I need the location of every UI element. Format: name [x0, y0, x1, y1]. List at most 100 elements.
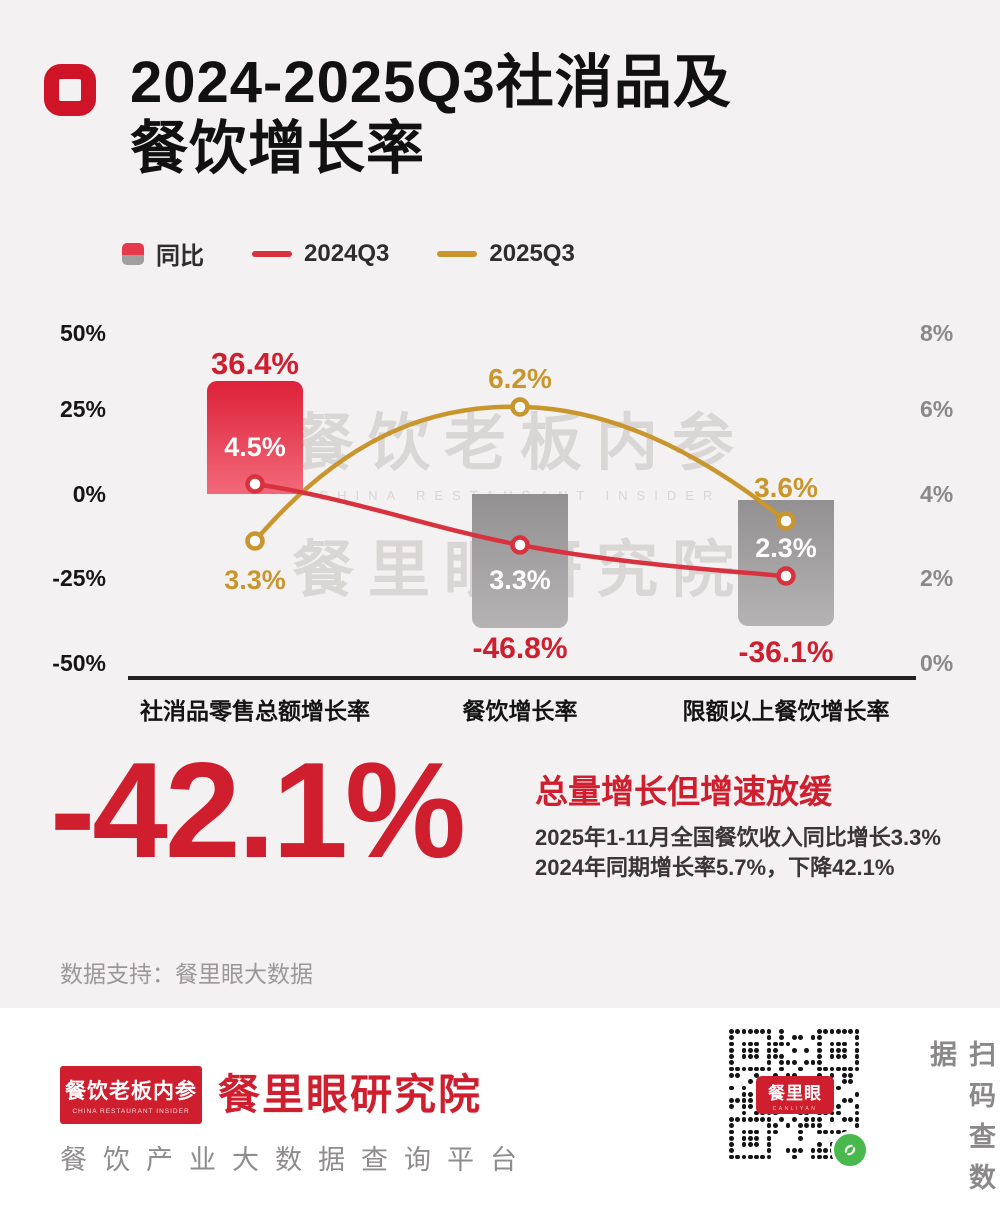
qr-dot	[791, 1035, 797, 1041]
qr-dot	[747, 1047, 753, 1053]
qr-dot	[754, 1110, 759, 1116]
qr-dot	[754, 1029, 759, 1034]
qr-dot	[747, 1135, 753, 1141]
publisher-logo-title: 餐饮老板内参	[65, 1080, 197, 1103]
qr-dot	[835, 1047, 841, 1053]
qr-dot	[804, 1117, 810, 1122]
qr-dot	[741, 1047, 747, 1053]
qr-dot	[817, 1041, 822, 1047]
qr-dot	[760, 1117, 766, 1122]
qr-dot	[766, 1029, 772, 1034]
qr-dot	[773, 1129, 778, 1135]
qr-dot	[842, 1079, 847, 1085]
qr-dot	[754, 1142, 759, 1147]
qr-dot	[829, 1054, 835, 1059]
qr-dot	[835, 1110, 841, 1116]
qr-dot	[829, 1117, 835, 1122]
qr-dot	[842, 1054, 847, 1059]
qr-dot	[741, 1098, 747, 1103]
qr-dot	[810, 1117, 816, 1122]
footer-tagline: 餐饮产业大数据查询平台	[60, 1145, 533, 1175]
qr-dot	[741, 1041, 747, 1047]
qr-dot	[741, 1142, 747, 1147]
left-axis-tick: -50%	[52, 650, 106, 676]
page-title-line2: 餐饮增长率	[130, 116, 426, 182]
qr-dot	[829, 1066, 835, 1072]
qr-dot	[835, 1104, 841, 1110]
qr-dot	[729, 1129, 734, 1135]
qr-dot	[798, 1148, 803, 1154]
qr-dot	[747, 1091, 753, 1097]
qr-dot	[823, 1066, 829, 1072]
data-source-note: 数据支持：餐里眼大数据	[60, 961, 313, 987]
qr-dot	[817, 1142, 822, 1147]
qr-dot	[835, 1085, 841, 1091]
qr-dot	[729, 1104, 734, 1110]
qr-dot	[754, 1041, 759, 1047]
qr-dot	[848, 1029, 854, 1034]
big-decline-number: -42.1%	[50, 734, 466, 886]
legend-label-2024q3: 2024Q3	[304, 239, 390, 267]
qr-dot	[804, 1060, 810, 1066]
qr-dot	[823, 1029, 829, 1034]
qr-dot	[848, 1066, 854, 1072]
qr-dot	[854, 1029, 860, 1034]
red-line-value-label: 3.3%	[489, 565, 551, 595]
qr-dot	[747, 1041, 753, 1047]
qr-dot	[741, 1154, 747, 1160]
qr-dot	[729, 1123, 734, 1129]
right-axis-tick: 4%	[920, 481, 954, 507]
qr-dot	[779, 1060, 785, 1066]
qr-dot	[842, 1029, 847, 1034]
qr-dot	[735, 1098, 741, 1103]
qr-dot	[773, 1041, 778, 1047]
qr-dot	[835, 1129, 841, 1135]
qr-dot	[766, 1035, 772, 1041]
qr-dot	[842, 1117, 847, 1122]
qr-dot	[766, 1135, 772, 1141]
gold-line-value-label: 6.2%	[488, 363, 552, 394]
qr-dot	[735, 1029, 741, 1034]
qr-dot	[729, 1041, 734, 1047]
chart-legend: 同比 2024Q3 2025Q3	[122, 236, 575, 271]
qr-dot	[754, 1047, 759, 1053]
qr-dot	[817, 1066, 822, 1072]
qr-dot	[854, 1035, 860, 1041]
qr-dot	[754, 1135, 759, 1141]
qr-dot	[817, 1060, 822, 1066]
right-axis-tick: 6%	[920, 396, 954, 422]
qr-dot	[779, 1066, 785, 1072]
qr-dot	[766, 1060, 772, 1066]
page-title-line1: 2024-2025Q3社消品及	[130, 50, 732, 115]
qr-dot	[754, 1154, 759, 1160]
qr-dot	[760, 1066, 766, 1072]
wechat-icon	[831, 1131, 869, 1169]
qr-dot	[854, 1041, 860, 1047]
qr-badge-sublabel: CANLIYAN	[772, 1105, 818, 1112]
gold-line-value-label: 3.3%	[224, 565, 286, 595]
qr-dot	[829, 1041, 835, 1047]
qr-dot	[842, 1073, 847, 1078]
qr-dot	[798, 1123, 803, 1129]
qr-dot	[835, 1066, 841, 1072]
qr-dot	[791, 1148, 797, 1154]
qr-dot	[817, 1148, 822, 1154]
qr-dot	[773, 1123, 778, 1129]
qr-dot	[810, 1060, 816, 1066]
qr-dot	[754, 1054, 759, 1059]
legend-item-bar: 同比	[122, 236, 204, 271]
qr-dot	[791, 1154, 797, 1160]
left-axis-tick: 0%	[72, 481, 106, 507]
qr-badge-label: 餐里眼	[768, 1083, 822, 1103]
qr-dot	[741, 1110, 747, 1116]
qr-dot	[817, 1047, 822, 1053]
red-line-swatch-icon	[252, 250, 292, 257]
qr-dot	[835, 1054, 841, 1059]
qr-dot	[735, 1117, 741, 1122]
qr-dot	[848, 1098, 854, 1103]
qr-dot	[854, 1060, 860, 1066]
qr-dot	[854, 1110, 860, 1116]
qr-dot	[754, 1073, 759, 1078]
qr-dot	[791, 1047, 797, 1053]
